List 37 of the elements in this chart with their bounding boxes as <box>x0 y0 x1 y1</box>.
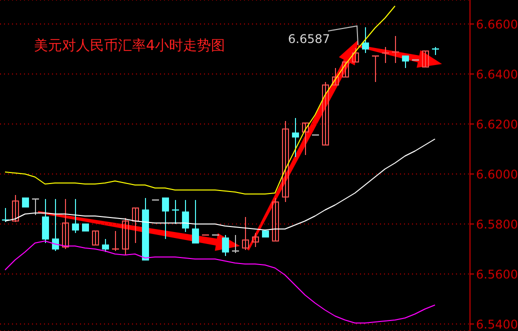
annotation: 6.6587 <box>288 32 330 46</box>
line-series <box>4 138 436 230</box>
candlestick <box>332 68 339 86</box>
text: 美元对人民币汇率4小时走势图 <box>34 37 225 55</box>
candlestick <box>302 122 309 156</box>
candlestick <box>252 232 259 248</box>
y-tick-label: 6.6000 <box>476 167 518 182</box>
candlestick <box>182 200 189 232</box>
candlestick <box>122 218 129 256</box>
candlestick <box>132 208 139 244</box>
candlestick <box>102 238 109 252</box>
candlestick <box>282 120 289 202</box>
candlestick <box>72 198 79 234</box>
candlestick <box>42 198 49 244</box>
candlestick <box>12 194 19 222</box>
candlestick <box>192 200 199 244</box>
line-series <box>4 6 396 194</box>
y-tick-label: 6.5400 <box>476 317 518 331</box>
candlestick <box>52 198 59 252</box>
y-tick-label: 6.5600 <box>476 267 518 282</box>
y-tick-label: 6.6600 <box>476 17 518 32</box>
candlestick <box>162 198 169 240</box>
candlestick <box>222 234 229 256</box>
y-tick-label: 6.6400 <box>476 67 518 82</box>
candlestick <box>322 82 329 146</box>
candlestick <box>272 198 279 242</box>
candlestick <box>422 50 429 68</box>
candlestick <box>402 56 409 68</box>
candlestick <box>92 230 99 246</box>
candlestick <box>292 118 299 158</box>
candlestick <box>342 62 349 78</box>
candlestick <box>62 198 69 250</box>
y-tick-label: 6.6200 <box>476 117 518 132</box>
candlestick <box>362 26 369 54</box>
candlestick <box>242 216 249 250</box>
candlestick <box>352 48 359 62</box>
y-tick-label: 6.5800 <box>476 217 518 232</box>
